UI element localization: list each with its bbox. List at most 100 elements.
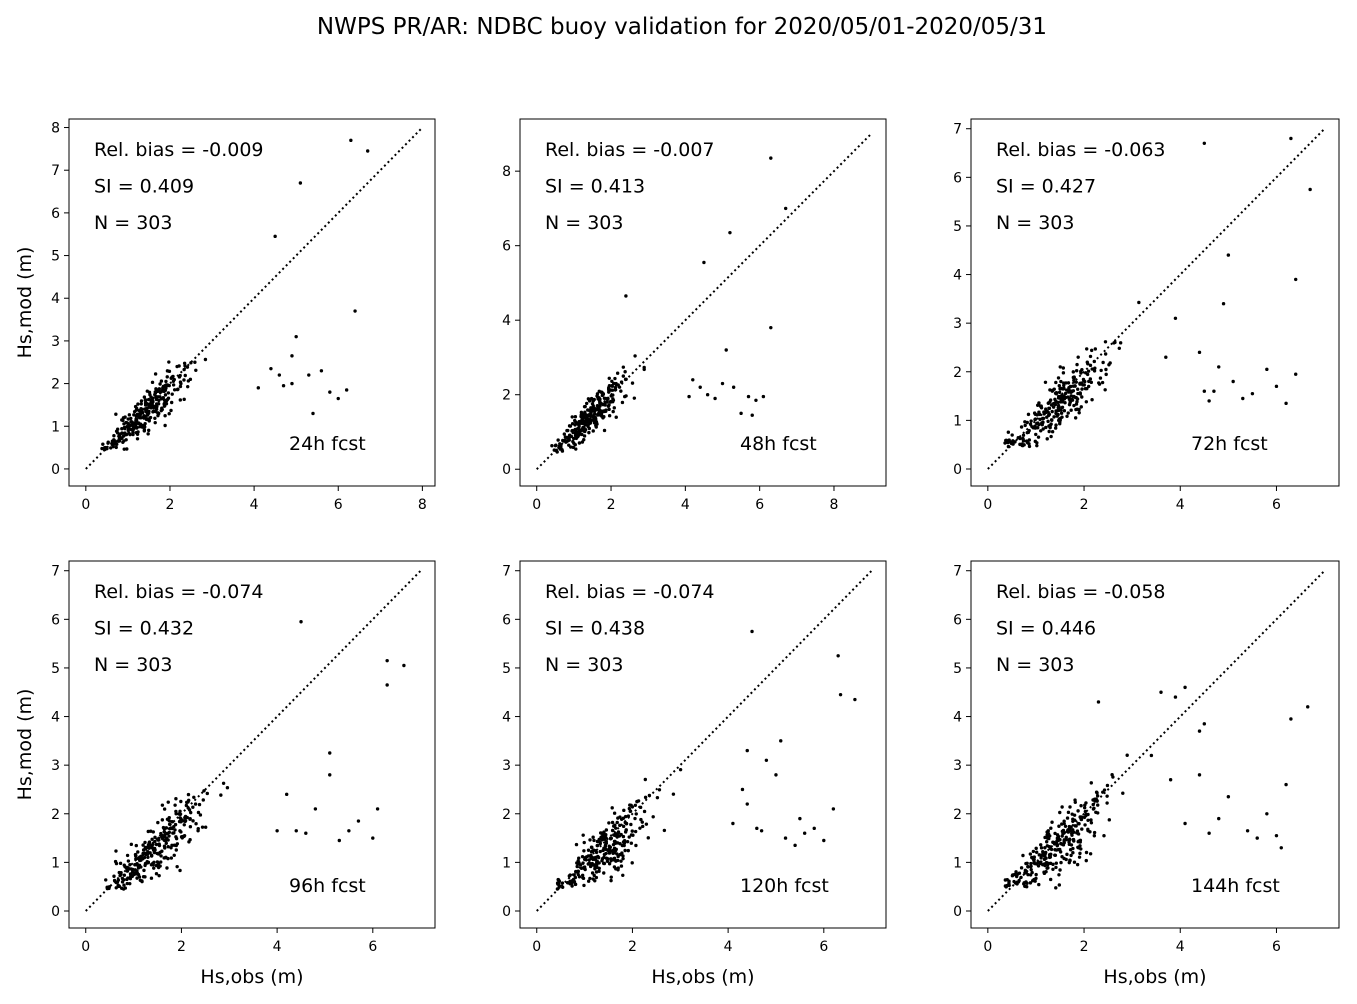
- data-point: [1052, 842, 1057, 846]
- data-point: [157, 842, 161, 846]
- data-point: [1279, 846, 1283, 850]
- data-point: [621, 834, 626, 839]
- data-point: [1053, 426, 1058, 430]
- data-point: [1066, 381, 1071, 385]
- data-point: [169, 856, 174, 860]
- y-tick-label: 2: [953, 807, 962, 823]
- data-point: [603, 844, 608, 848]
- data-point: [147, 840, 152, 844]
- data-point: [1072, 376, 1076, 380]
- data-point: [1036, 426, 1040, 430]
- n-text: N = 303: [94, 212, 172, 234]
- x-tick-label: 2: [607, 497, 616, 513]
- data-point: [581, 421, 585, 426]
- data-point: [144, 401, 149, 406]
- data-point: [304, 831, 308, 835]
- data-point: [1059, 860, 1063, 865]
- data-point: [160, 818, 165, 822]
- data-point: [1090, 348, 1094, 353]
- data-point: [134, 424, 138, 429]
- data-point: [1054, 392, 1059, 396]
- y-tick-label: 6: [502, 612, 511, 628]
- data-point: [1112, 341, 1116, 345]
- data-point: [1049, 826, 1053, 830]
- data-point: [590, 402, 595, 406]
- data-point: [188, 825, 193, 829]
- data-point: [641, 824, 645, 829]
- data-point: [621, 816, 626, 820]
- data-point: [1059, 379, 1063, 384]
- data-point: [1066, 828, 1070, 833]
- x-tick-label: 4: [1176, 497, 1185, 513]
- data-point: [1059, 396, 1063, 401]
- data-point: [116, 878, 121, 882]
- data-point: [156, 820, 160, 825]
- data-point: [582, 883, 586, 888]
- data-point: [1062, 383, 1066, 388]
- data-point: [1082, 815, 1087, 820]
- data-point: [290, 381, 294, 386]
- data-point: [769, 325, 773, 330]
- y-tick-label: 4: [953, 268, 962, 284]
- data-point: [1058, 365, 1062, 369]
- x-tick-label: 0: [983, 497, 992, 513]
- data-point: [1070, 389, 1074, 394]
- data-point: [189, 361, 193, 365]
- data-point: [164, 826, 169, 830]
- data-point: [1075, 400, 1079, 404]
- data-point: [179, 820, 183, 824]
- data-point: [1019, 425, 1024, 429]
- data-point: [574, 842, 579, 847]
- data-point: [593, 879, 597, 883]
- x-tick-label: 2: [628, 939, 637, 955]
- x-tick-label: 4: [1176, 939, 1185, 955]
- data-point: [651, 815, 655, 819]
- data-point: [1079, 816, 1083, 820]
- data-point: [1035, 441, 1039, 445]
- data-point: [1036, 421, 1040, 425]
- data-point: [123, 415, 127, 419]
- data-point: [152, 866, 156, 870]
- data-point: [570, 421, 575, 426]
- y-tick-label: 7: [502, 564, 511, 580]
- data-point: [151, 404, 155, 408]
- data-point: [581, 833, 585, 837]
- forecast-label: 120h fcst: [740, 875, 829, 897]
- data-point: [1197, 350, 1202, 355]
- data-point: [128, 872, 133, 876]
- data-point: [122, 422, 126, 426]
- data-point: [621, 856, 625, 861]
- data-point: [114, 886, 118, 890]
- data-point: [1024, 861, 1028, 866]
- y-tick-label: 8: [51, 121, 60, 137]
- data-point: [605, 397, 610, 401]
- data-point: [567, 424, 572, 428]
- data-point: [1053, 853, 1058, 857]
- data-point: [643, 795, 648, 800]
- data-point: [1044, 850, 1048, 855]
- data-point: [574, 429, 578, 434]
- data-point: [179, 799, 183, 804]
- data-point: [130, 874, 134, 879]
- data-point: [592, 838, 596, 843]
- data-point: [644, 822, 649, 826]
- data-point: [1039, 429, 1043, 433]
- data-point: [123, 431, 127, 435]
- y-tick-label: 0: [953, 904, 962, 920]
- data-point: [1103, 340, 1108, 344]
- data-point: [179, 381, 183, 386]
- data-point: [1084, 400, 1089, 404]
- data-point: [1073, 416, 1078, 420]
- data-point: [193, 802, 198, 806]
- data-point: [589, 850, 594, 854]
- data-point: [173, 822, 178, 827]
- data-point: [1056, 848, 1060, 852]
- data-point: [633, 354, 637, 358]
- data-point: [136, 856, 140, 861]
- data-point: [1274, 833, 1279, 838]
- rel-bias-text: Rel. bias = -0.058: [996, 581, 1166, 603]
- data-point: [582, 849, 586, 853]
- data-point: [602, 852, 607, 857]
- data-point: [182, 823, 186, 827]
- x-tick-label: 4: [250, 497, 259, 513]
